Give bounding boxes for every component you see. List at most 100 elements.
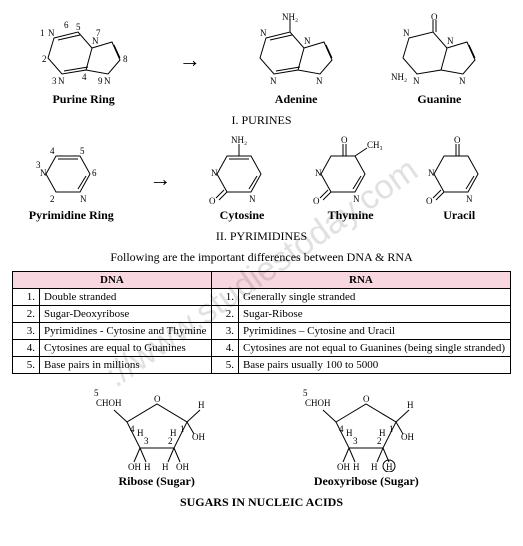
dna-rna-table: DNA RNA 1.Double stranded1.Generally sin… [12,271,511,374]
svg-text:N: N [403,28,410,38]
svg-text:NH₂: NH₂ [231,135,247,145]
svg-text:4: 4 [130,424,135,434]
pyrimidine-ring-svg: N3 4 5 6 N 2 [36,142,106,206]
svg-text:2: 2 [42,54,47,64]
svg-text:H: H [346,428,353,438]
guanine-svg: O NH₂ N N N N [389,12,489,90]
svg-text:N: N [428,168,435,178]
pyrimidines-section-title: II. PYRIMIDINES [12,229,511,244]
svg-text:OH: OH [192,432,205,442]
svg-text:H: H [162,462,169,472]
deoxyribose-svg: CHOH5 O H OH OHH HH 41 32 HH [301,382,431,472]
svg-text:O: O [209,196,216,206]
adenine-svg: NH₂ NN NN [246,12,346,90]
svg-text:OH: OH [337,462,350,472]
svg-text:3: 3 [52,76,57,86]
arrow-icon: → [147,166,173,192]
ribose-label: Ribose (Sugar) [118,474,194,489]
svg-text:NH₂: NH₂ [391,72,407,82]
svg-text:N: N [466,194,473,204]
svg-text:3: 3 [36,160,41,170]
svg-text:CHOH: CHOH [96,398,122,408]
svg-text:NH₂: NH₂ [282,12,298,22]
svg-text:4: 4 [82,72,87,82]
ribose-structure: CHOH5 O H OH OHH HOH 41 32 HH Ribose (Su… [92,382,222,489]
deoxyribose-label: Deoxyribose (Sugar) [314,474,419,489]
svg-text:N: N [104,76,111,86]
adenine-structure: NH₂ NN NN Adenine [246,12,346,107]
intro-text: Following are the important differences … [12,250,511,265]
purines-row: N1 2 N3 4 5 6 N7 8 N9 Purine Ring → [12,12,511,107]
ribose-svg: CHOH5 O H OH OHH HOH 41 32 HH [92,382,222,472]
svg-text:4: 4 [339,424,344,434]
svg-text:H: H [407,400,414,410]
thymine-label: Thymine [328,208,374,223]
svg-text:5: 5 [303,388,308,398]
svg-text:O: O [426,196,433,206]
table-header-row: DNA RNA [13,272,511,289]
svg-text:N: N [304,36,311,46]
svg-text:4: 4 [50,146,55,156]
svg-text:OH: OH [176,462,189,472]
svg-text:8: 8 [123,54,128,64]
table-row: 5.Base pairs in millions5.Base pairs usu… [13,357,511,374]
purine-ring-label: Purine Ring [52,92,114,107]
deoxyribose-structure: CHOH5 O H OH OHH HH 41 32 HH Deoxyribose… [301,382,431,489]
purines-section-title: I. PURINES [12,113,511,128]
purine-ring-svg: N1 2 N3 4 5 6 N7 8 N9 [34,20,134,90]
svg-text:O: O [154,394,161,404]
svg-text:H: H [371,462,378,472]
svg-text:N: N [260,28,267,38]
uracil-label: Uracil [443,208,475,223]
svg-text:N: N [447,36,454,46]
svg-text:O: O [313,196,320,206]
cytosine-structure: NH₂ O N N Cytosine [207,134,277,223]
svg-text:N: N [40,168,47,178]
pyrimidine-ring-structure: N3 4 5 6 N 2 Pyrimidine Ring [29,142,114,223]
svg-text:OH: OH [401,432,414,442]
svg-text:5: 5 [80,146,85,156]
purine-ring-structure: N1 2 N3 4 5 6 N7 8 N9 Purine Ring [34,20,134,107]
svg-text:3: 3 [144,436,149,446]
svg-text:H: H [144,462,151,472]
svg-text:N: N [249,194,256,204]
uracil-svg: O O N N [424,134,494,206]
pyrimidine-ring-label: Pyrimidine Ring [29,208,114,223]
svg-text:6: 6 [92,168,97,178]
svg-text:N: N [270,76,277,86]
adenine-label: Adenine [275,92,318,107]
svg-text:5: 5 [76,22,81,32]
svg-text:H: H [353,462,360,472]
table-row: 1.Double stranded1.Generally single stra… [13,289,511,306]
svg-text:N: N [80,194,87,204]
rna-header: RNA [211,272,510,289]
svg-text:1: 1 [40,28,45,38]
table-row: 3.Pyrimidines - Cytosine and Thymine3.Py… [13,323,511,340]
svg-text:O: O [341,135,348,145]
cytosine-label: Cytosine [220,208,265,223]
table-row: 2.Sugar-Deoxyribose2.Sugar-Ribose [13,306,511,323]
svg-text:N: N [315,168,322,178]
thymine-svg: O O CH₃ N N [311,134,391,206]
svg-text:N: N [459,76,466,86]
thymine-structure: O O CH₃ N N Thymine [311,134,391,223]
svg-text:O: O [454,135,461,145]
table-row: 4.Cytosines are equal to Guanines4.Cytos… [13,340,511,357]
pyrimidines-row: N3 4 5 6 N 2 Pyrimidine Ring → NH₂ O NN … [12,134,511,223]
arrow-icon: → [177,47,203,73]
svg-text:H: H [379,428,386,438]
guanine-structure: O NH₂ NN NN Guanine [389,12,489,107]
svg-text:N: N [353,194,360,204]
svg-text:H: H [170,428,177,438]
svg-text:2: 2 [50,194,55,204]
svg-text:O: O [431,12,438,22]
svg-text:N: N [413,76,420,86]
svg-text:N: N [211,168,218,178]
svg-text:1: 1 [389,424,394,434]
svg-text:CHOH: CHOH [305,398,331,408]
svg-text:H: H [386,462,393,472]
svg-text:CH₃: CH₃ [367,140,383,150]
svg-text:9: 9 [98,76,103,86]
svg-text:N: N [48,28,55,38]
dna-header: DNA [13,272,212,289]
